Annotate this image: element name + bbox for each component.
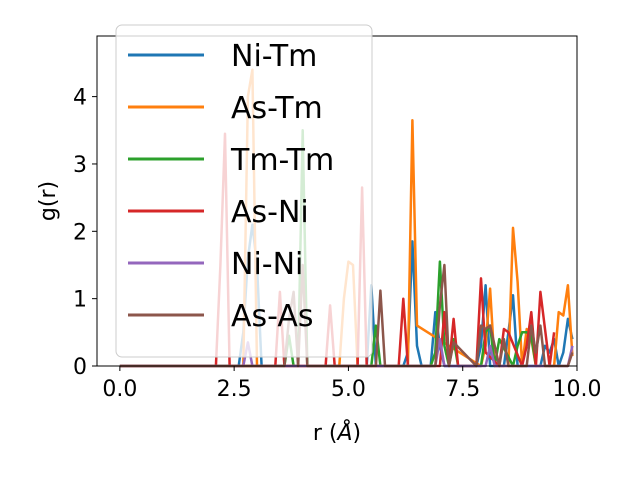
x-tick-label: 10.0 [553,377,602,402]
legend-label-tm-tm: Tm-Tm [230,143,334,178]
y-tick-label: 3 [73,153,87,178]
legend-label-ni-ni: Ni-Ni [231,247,303,282]
x-axis: 0.0 2.5 5.0 7.5 10.0 [102,366,601,402]
y-tick-label: 1 [73,288,87,313]
legend-label-as-as: As-As [231,299,313,334]
legend: Ni-Tm As-Tm Tm-Tm As-Ni Ni-Ni As-As [115,24,373,358]
y-tick-label: 0 [73,355,87,380]
x-axis-label-close: ) [353,421,362,446]
legend-label-ni-tm: Ni-Tm [231,39,317,74]
y-tick-label: 2 [73,220,87,245]
y-tick-label: 4 [73,86,87,111]
x-axis-label: r (Å) [313,419,361,446]
x-tick-label: 5.0 [331,377,366,402]
x-tick-label: 7.5 [445,377,480,402]
x-axis-label-text: r ( [313,421,338,446]
x-tick-label: 2.5 [217,377,252,402]
legend-label-as-ni: As-Ni [231,195,309,230]
y-axis-label: g(r) [36,181,61,221]
y-axis: 0 1 2 3 4 [73,86,97,380]
x-tick-label: 0.0 [102,377,137,402]
legend-label-as-tm: As-Tm [231,91,323,126]
x-axis-label-unit: Å [335,419,352,446]
